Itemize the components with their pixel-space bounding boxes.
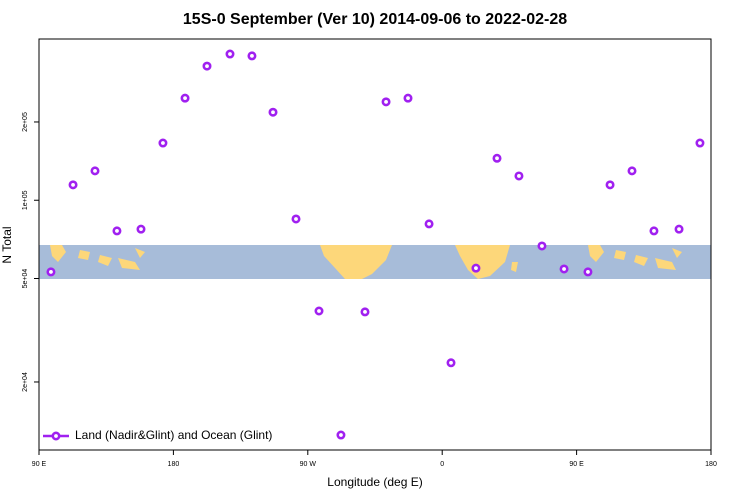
- point: [202, 61, 212, 71]
- point: [537, 241, 547, 251]
- point: [136, 224, 146, 234]
- point: [471, 263, 481, 273]
- plot-frame: [38, 38, 712, 451]
- x-tick-label: 90 W: [300, 461, 317, 468]
- point: [381, 97, 391, 107]
- x-tick-label: 180: [168, 461, 180, 468]
- point: [68, 180, 78, 190]
- legend-marker: [51, 431, 61, 441]
- x-axis-label: Longitude (deg E): [327, 475, 422, 489]
- legend-label: Land (Nadir&Glint) and Ocean (Glint): [75, 428, 272, 442]
- x-tick-label: 180: [705, 461, 717, 468]
- point: [314, 306, 324, 316]
- point: [180, 93, 190, 103]
- chart-title: 15S-0 September (Ver 10) 2014-09-06 to 2…: [183, 11, 567, 28]
- y-tick-label: 2e+04: [22, 372, 29, 392]
- point: [112, 226, 122, 236]
- point: [605, 180, 615, 190]
- point: [247, 51, 257, 61]
- point: [336, 430, 346, 440]
- map-strip: [39, 245, 711, 279]
- point: [291, 214, 301, 224]
- point: [158, 138, 168, 148]
- point: [695, 138, 705, 148]
- point: [492, 153, 502, 163]
- point: [583, 267, 593, 277]
- point: [627, 166, 637, 176]
- point: [225, 49, 235, 59]
- x-tick-label: 90 E: [569, 461, 584, 468]
- land: [50, 245, 682, 279]
- y-tick-label: 2e+05: [22, 112, 29, 132]
- point: [649, 226, 659, 236]
- point: [424, 219, 434, 229]
- point: [514, 171, 524, 181]
- point: [90, 166, 100, 176]
- y-tick-label: 5e+04: [22, 269, 29, 289]
- y-axis-label: N Total: [0, 226, 14, 263]
- point: [268, 107, 278, 117]
- point: [674, 224, 684, 234]
- y-tick-label: 1e+05: [22, 190, 29, 210]
- point: [559, 264, 569, 274]
- point: [360, 307, 370, 317]
- point: [446, 358, 456, 368]
- x-tick-label: 90 E: [32, 461, 47, 468]
- x-tick-label: 0: [440, 461, 444, 468]
- point: [403, 93, 413, 103]
- point: [46, 267, 56, 277]
